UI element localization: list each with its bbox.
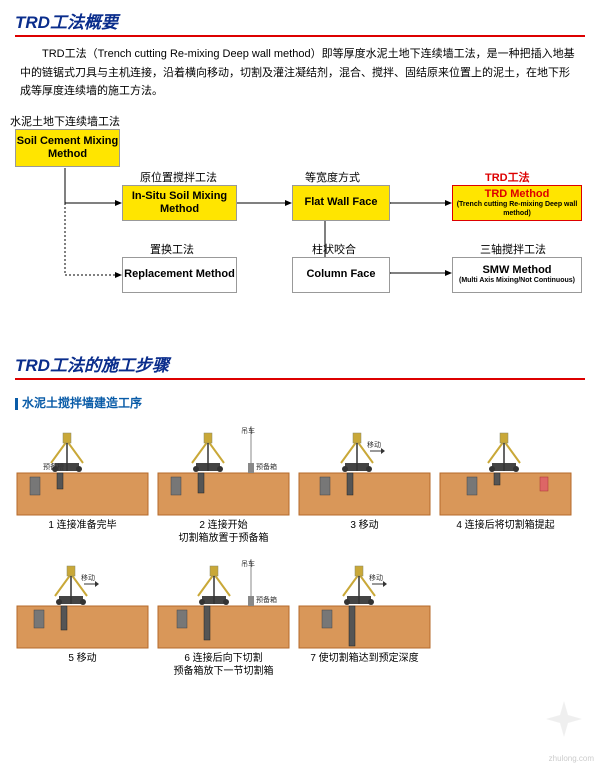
box-replacement: Replacement Method xyxy=(122,257,237,293)
underline-1 xyxy=(15,35,585,37)
box-flat: Flat Wall Face xyxy=(292,185,390,221)
step-diagram: 吊车预备箱 xyxy=(156,554,291,649)
step-6: 吊车预备箱6 连接后向下切割预备箱放下一节切割箱 xyxy=(156,554,291,681)
subtitle: 水泥土搅拌墙建造工序 xyxy=(15,388,585,421)
watermark-icon xyxy=(540,695,588,743)
svg-text:预备槽: 预备槽 xyxy=(43,462,64,471)
step-diagram: 移动 xyxy=(15,554,150,649)
svg-text:吊车: 吊车 xyxy=(241,426,255,435)
step-label: 5 移动 xyxy=(15,649,150,668)
step-diagram: 预备槽 xyxy=(15,421,150,516)
step-5: 移动 5 移动 xyxy=(15,554,150,681)
step-diagram xyxy=(438,421,573,516)
label-g: 三轴搅拌工法 xyxy=(480,241,546,257)
svg-text:移动: 移动 xyxy=(367,440,381,449)
label-a: 水泥土地下连续墙工法 xyxy=(10,113,120,129)
svg-text:预备箱: 预备箱 xyxy=(256,595,277,604)
label-c: 等宽度方式 xyxy=(305,169,360,185)
steps-grid: 预备槽1 连接准备完毕吊车预备箱2 连接开始切割箱放置于预备箱移动3 移动4 连… xyxy=(15,421,585,681)
step-diagram: 移动 xyxy=(297,554,432,649)
flowchart: 水泥土地下连续墙工法 Soil Cement Mixing Method 原位置… xyxy=(10,113,590,343)
box-trd: TRD Method(Trench cutting Re-mixing Deep… xyxy=(452,185,582,221)
step-label: 1 连接准备完毕 xyxy=(15,516,150,535)
svg-text:预备箱: 预备箱 xyxy=(256,462,277,471)
box-column: Column Face xyxy=(292,257,390,293)
step-label: 3 移动 xyxy=(297,516,432,535)
label-f: 柱状咬合 xyxy=(312,241,356,257)
steps-area: 水泥土搅拌墙建造工序 预备槽1 连接准备完毕吊车预备箱2 连接开始切割箱放置于预… xyxy=(0,388,600,681)
underline-2 xyxy=(15,378,585,380)
box-soil-cement: Soil Cement Mixing Method xyxy=(15,129,120,167)
box-insitu: In-Situ Soil Mixing Method xyxy=(122,185,237,221)
watermark-text: zhulong.com xyxy=(549,754,594,763)
section-title-2: TRD工法的施工步骤 xyxy=(0,343,600,378)
step-4: 4 连接后将切割箱提起 xyxy=(438,421,573,548)
step-label: 4 连接后将切割箱提起 xyxy=(438,516,573,535)
label-e: 置换工法 xyxy=(150,241,194,257)
step-3: 移动 3 移动 xyxy=(297,421,432,548)
step-diagram: 移动 xyxy=(297,421,432,516)
step-7: 移动 7 使切割箱达到预定深度 xyxy=(297,554,432,681)
step-2: 吊车预备箱2 连接开始切割箱放置于预备箱 xyxy=(156,421,291,548)
section-title-1: TRD工法概要 xyxy=(0,0,600,35)
step-label: 7 使切割箱达到预定深度 xyxy=(297,649,432,668)
svg-text:移动: 移动 xyxy=(81,573,95,582)
box-smw: SMW Method(Multi Axis Mixing/Not Continu… xyxy=(452,257,582,293)
step-label: 2 连接开始切割箱放置于预备箱 xyxy=(156,516,291,548)
svg-text:移动: 移动 xyxy=(369,573,383,582)
label-d: TRD工法 xyxy=(485,169,530,185)
step-diagram: 吊车预备箱 xyxy=(156,421,291,516)
step-1: 预备槽 1 连接准备完毕 xyxy=(15,421,150,548)
label-b: 原位置搅拌工法 xyxy=(140,169,217,185)
svg-text:吊车: 吊车 xyxy=(241,559,255,568)
step-label: 6 连接后向下切割预备箱放下一节切割箱 xyxy=(156,649,291,681)
intro-text: TRD工法（Trench cutting Re-mixing Deep wall… xyxy=(0,45,600,113)
